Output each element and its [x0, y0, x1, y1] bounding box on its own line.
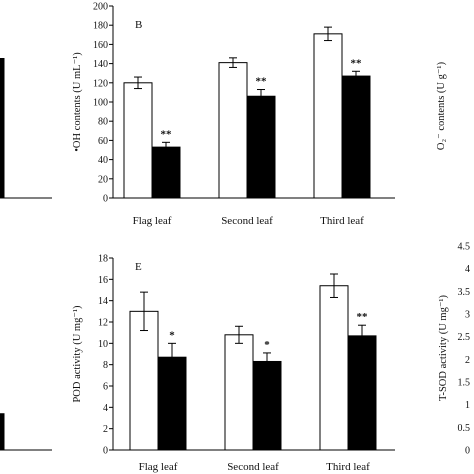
y-axis-label: T-SOD activity (U mg⁻¹): [438, 294, 449, 401]
treated-bar: [0, 413, 5, 451]
panel-label: E: [135, 261, 142, 273]
y-tick-label: 2: [465, 355, 470, 366]
y-tick-label: 100: [93, 98, 108, 109]
y-tick-label: 6: [103, 382, 108, 393]
y-tick-label: 8: [103, 360, 108, 371]
y-tick-label: 20: [98, 174, 108, 185]
x-tick-label: Second leaf: [227, 461, 279, 473]
y-tick-label: 3: [465, 310, 470, 321]
y-tick-label: 0: [465, 446, 470, 457]
x-tick-label: Flag leaf: [139, 461, 178, 473]
control-bar: [218, 62, 248, 199]
control-bar: [224, 334, 254, 451]
significance-label: *: [264, 339, 270, 351]
y-tick-label: 180: [93, 21, 108, 32]
x-tick-label: Second leaf: [221, 215, 273, 227]
y-axis-label: POD activity (U mg⁻¹): [72, 305, 83, 403]
y-tick-label: 80: [98, 117, 108, 128]
y-tick-label: 0.5: [458, 423, 471, 434]
panel-e: 0 2 4 6 8 10 12 14 16 18 POD activity (U mg⁻¹) E * Fl…: [72, 254, 395, 473]
y-tick-label: 0: [103, 446, 108, 457]
treated-bar: [157, 356, 187, 451]
y-tick-label: 18: [98, 254, 108, 265]
y-tick-label: 200: [93, 2, 108, 13]
y-tick-label: 10: [98, 339, 108, 350]
x-tick-label: Third leaf: [326, 461, 370, 473]
y-tick-label: 16: [98, 275, 108, 286]
significance-label: **: [351, 57, 363, 69]
y-tick-label: 1: [465, 400, 470, 411]
significance-label: *: [169, 329, 175, 341]
significance-label: **: [357, 311, 369, 323]
panel-a: **rd leaf: [0, 58, 52, 199]
y-tick-label: 14: [98, 296, 108, 307]
panel-d: **rd leaf: [0, 413, 52, 451]
y-tick-label: 4: [465, 264, 470, 275]
treated-bar: [0, 58, 5, 199]
significance-label: **: [161, 128, 173, 140]
treated-bar: [252, 360, 282, 451]
y-tick-label: 3.5: [458, 287, 471, 298]
y-axis-label: •OH contents (U mL⁻¹): [72, 52, 83, 152]
y-tick-label: 60: [98, 136, 108, 147]
y-tick-label: 4: [103, 403, 108, 414]
panel-label: B: [135, 19, 142, 31]
treated-bar: [341, 75, 371, 199]
significance-label: **: [256, 76, 268, 88]
treated-bar: [151, 146, 181, 199]
y-tick-label: 12: [98, 318, 108, 329]
control-bar: [123, 82, 153, 199]
y-tick-label: 2: [103, 424, 108, 435]
x-tick-label: Third leaf: [320, 215, 364, 227]
panel-b: 0 20 40 60 80 100 120 140 160 180 200 •OH contents …: [72, 2, 395, 227]
control-bar: [319, 285, 349, 451]
control-bar: [129, 310, 159, 451]
y-axis-label: O₂⁻ contents (U g⁻¹): [436, 61, 447, 150]
y-tick-label: 0: [103, 194, 108, 205]
y-tick-label: 2.5: [458, 332, 471, 343]
treated-bar: [347, 335, 377, 451]
y-tick-label: 1.5: [458, 378, 471, 389]
y-tick-label: 40: [98, 155, 108, 166]
panel-c: O₂⁻ contents (U g⁻¹): [436, 61, 447, 150]
panel-f: 0 0.5 1 1.5 2 2.5 3 3.5 4 4.5 T-SOD activity (U mg…: [438, 242, 470, 457]
treated-bar: [246, 95, 276, 199]
y-tick-label: 160: [93, 40, 108, 51]
y-tick-label: 140: [93, 59, 108, 70]
x-tick-label: Flag leaf: [133, 215, 172, 227]
y-tick-label: 120: [93, 78, 108, 89]
y-tick-label: 4.5: [458, 242, 471, 253]
control-bar: [313, 33, 343, 199]
